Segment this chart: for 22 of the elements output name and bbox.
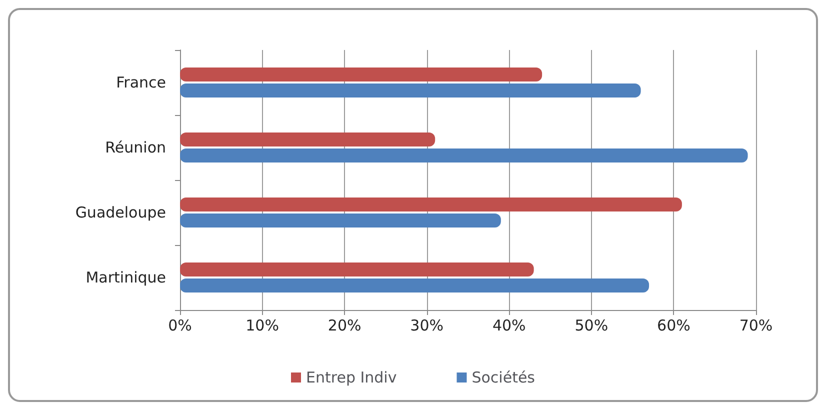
y-tick-label: Guadeloupe	[75, 204, 166, 222]
bar	[180, 214, 501, 228]
y-tick-label: Réunion	[105, 138, 166, 156]
x-tick-label: 60%	[657, 316, 690, 334]
bar	[180, 197, 682, 212]
bar	[180, 262, 534, 276]
x-tick-label: 50%	[574, 316, 608, 334]
bar	[180, 84, 641, 98]
x-tick-label: 70%	[739, 316, 773, 334]
x-tick-label: 20%	[328, 316, 362, 334]
bar	[180, 132, 436, 146]
bar	[180, 278, 650, 293]
x-tick-label: 0%	[168, 316, 192, 334]
y-tick-label: Martinique	[86, 268, 166, 286]
y-tick-label: France	[116, 74, 166, 92]
bar	[180, 148, 748, 163]
legend-label: Sociétés	[472, 368, 536, 386]
x-tick-label: 10%	[246, 316, 279, 334]
x-tick-label: 30%	[410, 316, 444, 334]
bar	[180, 67, 542, 82]
x-tick-label: 40%	[492, 316, 526, 334]
legend-label: Entrep Indiv	[306, 368, 397, 386]
